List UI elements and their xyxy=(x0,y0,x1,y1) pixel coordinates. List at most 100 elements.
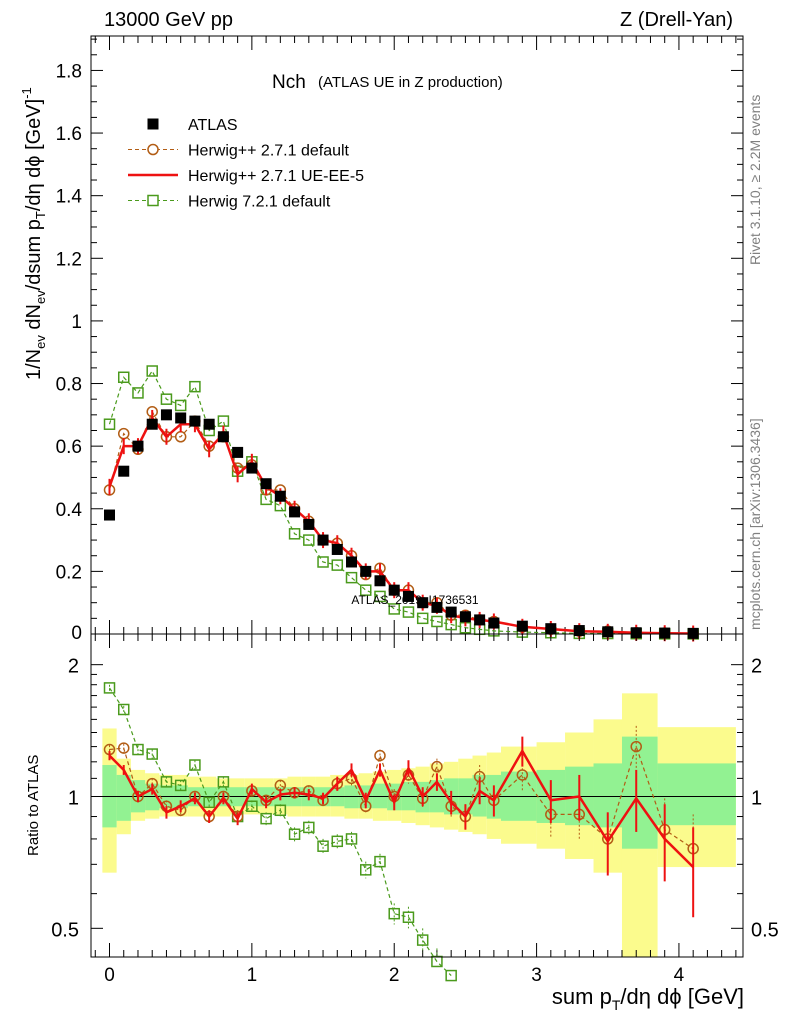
atlas-point xyxy=(246,462,258,474)
ratio-herwig7-point xyxy=(146,748,158,760)
atlas-point xyxy=(630,627,642,639)
atlas-point xyxy=(687,627,699,639)
atlas-point xyxy=(132,440,144,452)
y-zero-label: 0 xyxy=(71,623,82,644)
header-left: 13000 GeV pp xyxy=(104,9,233,31)
atlas-point xyxy=(474,614,486,626)
ratio-herwig7-point xyxy=(416,934,429,946)
y-tick-label: 0.8 xyxy=(56,375,82,396)
ratio-y-tick-label-right: 2 xyxy=(751,656,762,678)
ratio-herwig7-point xyxy=(388,907,400,920)
atlas-point xyxy=(289,506,301,518)
legend-label: Herwig++ 2.7.1 UE-EE-5 xyxy=(188,168,364,185)
atlas-point xyxy=(175,412,187,424)
atlas-point xyxy=(160,409,172,421)
y-tick-label: 1.6 xyxy=(56,124,82,145)
atlas-point xyxy=(118,465,130,477)
atlas-point xyxy=(488,617,500,629)
herwig7-point xyxy=(317,556,329,568)
atlas-point xyxy=(417,597,429,609)
plot-title-main: Nch xyxy=(272,72,306,93)
ratio-y-tick-label-right: 1 xyxy=(751,787,762,809)
ratio-herwig7-point xyxy=(303,821,315,834)
atlas-point xyxy=(331,543,343,555)
ratio-ylabel: Ratio to ATLAS xyxy=(25,755,42,856)
ratio-herwigpp-default-point xyxy=(374,749,386,762)
ratio-band-inner xyxy=(657,763,736,826)
legend: ATLAS Herwig++ 2.7.1 default Herwig++ 2.7.… xyxy=(128,117,364,211)
ratio-herwig7-point xyxy=(160,776,173,788)
x-tick-label: 4 xyxy=(674,965,685,986)
herwig7-point xyxy=(189,380,201,393)
ratio-herwig7-point xyxy=(360,864,372,876)
ratio-herwigpp-default-point xyxy=(516,769,529,781)
watermark-text: ATLAS_2019_I1736531 xyxy=(351,593,479,607)
y-tick-label: 0.4 xyxy=(56,500,83,521)
ratio-herwig7-point xyxy=(274,804,287,817)
ratio-y-tick-label-left: 2 xyxy=(68,656,79,678)
x-tick-label: 3 xyxy=(531,965,542,986)
herwig7-point xyxy=(174,399,187,412)
atlas-point xyxy=(573,625,585,637)
ratio-herwig7-point xyxy=(103,682,116,694)
herwig7-point xyxy=(217,415,230,427)
ratio-y-tick-label-right: 0.5 xyxy=(751,919,779,941)
ratio-herwig7-point xyxy=(288,828,301,840)
atlas-point xyxy=(274,490,286,502)
atlas-point xyxy=(602,626,614,638)
herwig7-point xyxy=(345,571,358,584)
ratio-herwig7-point xyxy=(317,840,329,852)
ratio-herwigpp-default-point xyxy=(117,742,130,754)
legend-marker xyxy=(147,143,159,156)
ratio-herwig7-point xyxy=(203,796,215,809)
atlas-point xyxy=(317,534,329,546)
atlas-point xyxy=(146,418,158,430)
header-right: Z (Drell-Yan) xyxy=(620,9,733,31)
ratio-herwig7-point xyxy=(117,703,130,716)
y-tick-label: 1.4 xyxy=(56,187,83,208)
legend-label: Herwig++ 2.7.1 default xyxy=(188,143,350,160)
herwig7-point xyxy=(402,606,415,618)
ratio-herwig7-point xyxy=(331,835,344,848)
legend-label: ATLAS xyxy=(188,117,238,134)
y-tick-label: 0.2 xyxy=(56,562,82,583)
ratio-band-inner xyxy=(372,783,388,809)
ratio-plot-panel: 0.5 0.5 1 1 2 2 0 1 2 3 4 Ratio to ATLAS xyxy=(25,633,779,986)
herwig7-point xyxy=(374,590,386,603)
ratio-band-inner xyxy=(116,774,131,821)
herwig7-point xyxy=(160,393,173,405)
herwig7-point xyxy=(132,387,144,399)
herwig7-point xyxy=(431,615,443,628)
ratio-y-tick-label-left: 0.5 xyxy=(51,919,79,941)
herwig7-point xyxy=(303,534,315,546)
atlas-point xyxy=(260,478,272,490)
mcplots-label: mcplots.cern.ch [arXiv:1306.3436] xyxy=(747,418,763,630)
x-axis-label: sum pT/dη dϕ [GeV] xyxy=(552,984,744,1013)
herwig7-point xyxy=(331,559,344,571)
legend-marker xyxy=(147,194,159,207)
y-tick-label: 1.2 xyxy=(56,249,82,270)
main-plot-panel: 0.2 0.4 0.6 0.8 1 1.2 1.4 1.6 1.8 0 ATLAS_2019_I1… xyxy=(19,35,744,644)
ratio-herwigpp-default-point xyxy=(630,740,642,753)
atlas-point xyxy=(516,620,528,632)
atlas-point xyxy=(203,418,215,430)
atlas-point xyxy=(217,431,229,443)
ratio-herwig7-point xyxy=(445,969,457,982)
y-tick-label: 1.8 xyxy=(56,61,82,82)
ratio-herwigpp-default-point xyxy=(431,760,443,773)
ratio-herwig7-point xyxy=(132,743,144,756)
atlas-point xyxy=(545,623,557,635)
ratio-herwig7-point xyxy=(217,776,230,788)
herwig7-point xyxy=(117,371,130,384)
atlas-point xyxy=(659,627,671,639)
atlas-point xyxy=(360,565,372,577)
ratio-herwig7-point xyxy=(246,800,258,812)
ratio-herwig7-point xyxy=(260,812,272,825)
rivet-label: Rivet 3.1.10, ≥ 2.2M events xyxy=(747,95,763,265)
herwig7-point xyxy=(146,365,158,377)
y-tick-label: 0.6 xyxy=(56,437,82,458)
atlas-point xyxy=(104,509,116,521)
atlas-point xyxy=(374,575,386,587)
ratio-herwig7-line xyxy=(108,687,452,977)
